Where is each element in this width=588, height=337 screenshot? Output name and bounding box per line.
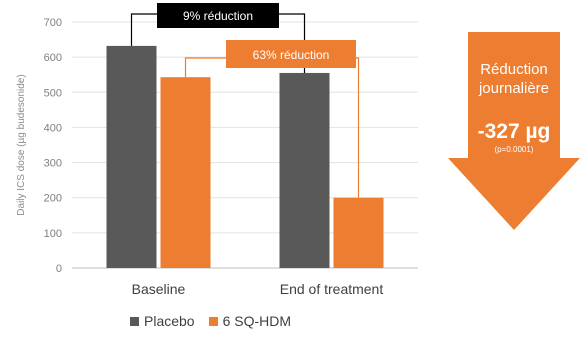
category-label: End of treatment	[280, 281, 384, 297]
y-tick-label: 600	[44, 52, 62, 64]
y-axis-label: Daily ICS dose (µg budesonide)	[16, 74, 27, 215]
legend-swatch-6sq-hdm	[208, 316, 218, 326]
y-tick-label: 200	[44, 193, 62, 205]
bar-6-sq-hdm-baseline	[160, 77, 211, 268]
callouts: 9% réduction 63% réduction	[130, 3, 360, 198]
bar-placebo-baseline	[106, 45, 157, 269]
bar-6-sq-hdm-end-of-treatment	[333, 197, 384, 268]
y-tick-label: 0	[56, 263, 62, 275]
legend-item-6sq-hdm: 6 SQ-HDM	[208, 313, 292, 329]
hdm-callout-text: 63% réduction	[253, 48, 330, 62]
legend-swatch-placebo	[130, 316, 139, 326]
bar-placebo-end-of-treatment	[279, 72, 330, 268]
y-tick-label: 700	[44, 17, 62, 29]
hdm-callout-box	[226, 40, 356, 68]
legend-label-placebo: Placebo	[144, 313, 195, 329]
y-tick-labels: 0 100 200 300 400 500 600 700	[44, 17, 62, 275]
y-tick-label: 300	[44, 158, 62, 170]
placebo-callout-box	[157, 3, 279, 28]
y-tick-label: 100	[44, 228, 62, 240]
y-tick-label: 400	[44, 122, 62, 134]
legend-label-6sq-hdm: 6 SQ-HDM	[222, 313, 292, 329]
y-tick-label: 500	[44, 87, 62, 99]
arrow-pvalue: (p=0.0001)	[494, 145, 534, 154]
category-label: Baseline	[132, 281, 186, 297]
placebo-callout-text: 9% réduction	[183, 9, 253, 23]
bars	[106, 45, 384, 269]
arrow-title: Réduction journalière	[478, 61, 550, 97]
legend: Placebo 6 SQ-HDM	[130, 313, 305, 329]
bar-chart: Daily ICS dose (µg budesonide) 0 100 200 30…	[16, 3, 418, 297]
reduction-arrow: Réduction journalière -327 µg (p=0.0001)	[444, 32, 584, 232]
arrow-shape	[448, 32, 580, 230]
legend-item-placebo: Placebo	[130, 313, 195, 329]
category-labels: Baseline End of treatment	[132, 281, 384, 297]
arrow-value: -327 µg	[477, 120, 551, 143]
